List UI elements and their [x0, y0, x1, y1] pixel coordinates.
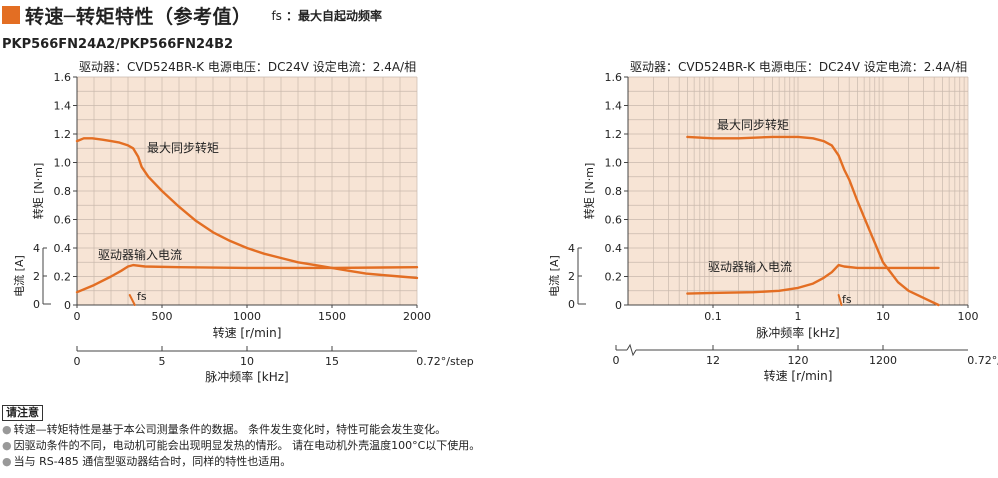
bullet-icon: ● [2, 423, 12, 436]
y-tick-label: 1.4 [54, 100, 72, 113]
y-tick-label: 1.6 [605, 71, 623, 84]
x2-step-label: 0.72°/step [416, 355, 474, 368]
axis-break-icon [626, 343, 637, 357]
y-tick-label: 0.8 [605, 185, 623, 198]
x2-tick-label: 0 [74, 355, 81, 368]
y-tick-label: 0 [64, 299, 71, 312]
y-tick-label: 0.8 [54, 185, 72, 198]
y2-tick-label: 0 [568, 298, 575, 311]
y-tick-label: 0.6 [605, 214, 623, 227]
y-tick-label: 0.2 [54, 271, 72, 284]
y-tick-label: 1.2 [54, 128, 72, 141]
x-tick-label: 1 [795, 310, 802, 323]
x-tick-label: 100 [958, 310, 979, 323]
note-item: ● 因驱动条件的不同，电动机可能会出现明显发热的情形。 请在电动机外壳温度100°… [2, 439, 481, 452]
x-tick-label: 0.1 [704, 310, 722, 323]
chart-condition: 驱动器：CVD524BR-K 电源电压：DC24V 设定电流：2.4A/相 [79, 59, 416, 74]
notes: 请注意 ● 转速—转矩特性是基于本公司测量条件的数据。 条件发生变化时，特性可能会… [2, 405, 480, 470]
note-item: ● 当与 RS-485 通信型驱动器结合时，同样的特性也适用。 [2, 455, 292, 468]
y-tick-label: 1.0 [54, 157, 72, 170]
x-tick-label: 500 [152, 310, 173, 323]
y-axis-label: 转矩 [N·m] [582, 163, 596, 220]
x-tick-label: 1500 [318, 310, 346, 323]
series-label-fs: fs [842, 293, 852, 306]
x2-step-label: 0.72°/step [967, 354, 998, 367]
bullet-icon: ● [2, 439, 12, 452]
x-tick-label: 2000 [403, 310, 431, 323]
y-axis-label: 转矩 [N·m] [31, 163, 45, 220]
y2-axis-label: 电流 [A] [547, 255, 561, 297]
bullet-icon: ● [2, 455, 12, 468]
x-axis-label: 脉冲频率 [kHz] [756, 325, 839, 340]
series-label-torque: 最大同步转矩 [717, 117, 789, 132]
fs-legend-text: ：最大自起动频率 [285, 8, 382, 23]
x2-tick-label: 15 [325, 355, 339, 368]
page-header: 转速─转矩特性（参考值） fs ：最大自起动频率 [2, 2, 382, 28]
notes-heading: 请注意 [2, 405, 43, 421]
y-tick-label: 0.6 [54, 214, 72, 227]
series-label-current: 驱动器输入电流 [98, 247, 182, 262]
series-label-torque: 最大同步转矩 [147, 140, 219, 155]
y2-axis-label: 电流 [A] [12, 255, 26, 297]
y-tick-label: 1.6 [54, 71, 72, 84]
x2-axis-label: 转速 [r/min] [764, 368, 833, 383]
x2-tick-label: 12 [706, 354, 720, 367]
y-tick-label: 1.0 [605, 157, 623, 170]
page-title: 转速─转矩特性（参考值） [25, 5, 252, 28]
x2-tick-label: 1200 [869, 354, 897, 367]
series-line-2 [128, 294, 136, 306]
y-tick-label: 0.2 [605, 271, 623, 284]
series-label-fs: fs [137, 290, 147, 303]
y2-tick-label: 4 [33, 242, 40, 255]
series-line-1 [686, 263, 940, 295]
series-line-2 [837, 294, 843, 306]
x-axis-label: 转速 [r/min] [213, 325, 282, 340]
y-tick-label: 1.4 [605, 100, 623, 113]
y-tick-label: 0.4 [605, 242, 623, 255]
y2-tick-label: 0 [33, 298, 40, 311]
series-line-0 [686, 135, 940, 307]
title-marker [2, 6, 20, 24]
model-name: PKP566FN24A2/PKP566FN24B2 [2, 37, 234, 52]
x-tick-label: 1000 [233, 310, 261, 323]
x2-tick-label: 0 [613, 354, 620, 367]
x2-axis-label: 脉冲频率 [kHz] [205, 369, 288, 384]
series-label-current: 驱动器输入电流 [708, 259, 792, 274]
series-line-1 [75, 263, 419, 294]
x-tick-label: 0 [74, 310, 81, 323]
y-tick-label: 1.2 [605, 128, 623, 141]
fs-legend: fs ：最大自起动频率 [271, 7, 382, 24]
x2-tick-label: 5 [159, 355, 166, 368]
y2-tick-label: 4 [568, 242, 575, 255]
y2-tick-label: 2 [568, 270, 575, 283]
fs-legend-symbol: fs [271, 8, 282, 23]
y-tick-label: 0.4 [54, 242, 72, 255]
x2-tick-label: 10 [240, 355, 254, 368]
y-tick-label: 0 [615, 299, 622, 312]
chart-condition: 驱动器：CVD524BR-K 电源电压：DC24V 设定电流：2.4A/相 [630, 59, 967, 74]
x-tick-label: 10 [876, 310, 890, 323]
series-line-0 [75, 137, 419, 280]
note-item: ● 转速—转矩特性是基于本公司测量条件的数据。 条件发生变化时，特性可能会发生变化… [2, 423, 447, 436]
y2-tick-label: 2 [33, 270, 40, 283]
x2-tick-label: 120 [788, 354, 809, 367]
